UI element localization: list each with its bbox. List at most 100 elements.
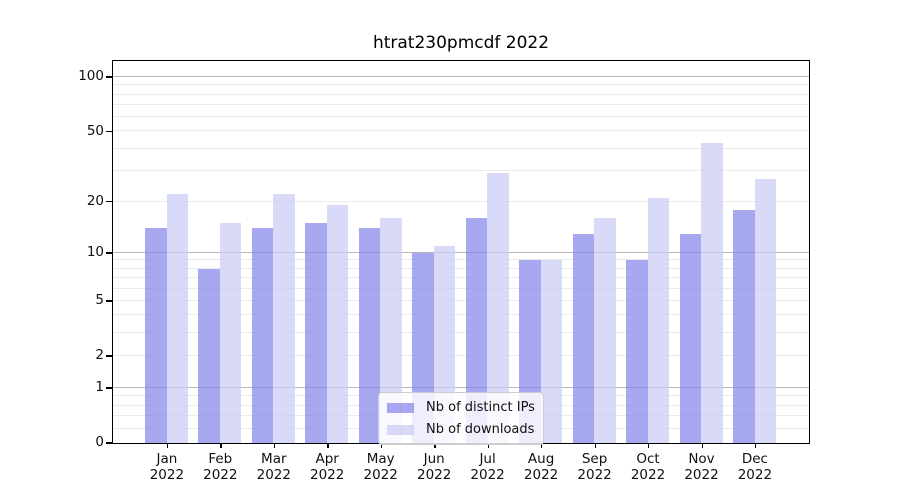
gridline-minor [113, 332, 809, 334]
bar-downloads-oct [647, 197, 670, 443]
y-tick-label: 100 [78, 68, 104, 85]
x-tick [541, 443, 543, 448]
chart-title: htrat230pmcdf 2022 [372, 33, 550, 53]
legend-label-distinct-ips: Nb of distinct IPs [426, 400, 535, 415]
gridline-minor [113, 130, 809, 132]
bar-downloads-jul [487, 173, 509, 443]
x-tick [380, 443, 383, 448]
bar-downloads-sep [594, 218, 616, 443]
gridline-major [113, 76, 809, 77]
x-tick-label: May 2022 [349, 451, 413, 483]
y-tick-label: 10 [86, 244, 104, 261]
bar-downloads-may [380, 218, 402, 443]
x-tick-year: 2022 [149, 467, 185, 483]
bar-downloads-dec [754, 178, 776, 443]
x-tick-year: 2022 [684, 467, 719, 483]
x-tick-month: Feb [208, 451, 233, 467]
x-tick-month: Oct [636, 451, 660, 467]
x-tick-label: Aug 2022 [509, 451, 573, 483]
y-tick-label: 20 [86, 193, 104, 209]
x-tick-year: 2022 [523, 467, 559, 483]
x-tick-label: Feb 2022 [188, 451, 252, 483]
bar-distinct-ips-may [358, 228, 381, 443]
bar-distinct-ips-mar [251, 228, 274, 443]
y-tick [106, 387, 112, 389]
x-tick-month: May [366, 451, 395, 467]
gridline-major [113, 251, 809, 253]
x-tick [220, 443, 222, 448]
x-tick-label: Mar 2022 [242, 451, 306, 483]
gridline-minor [113, 259, 809, 261]
x-tick-year: 2022 [310, 467, 345, 483]
y-tick-label: 5 [95, 292, 104, 309]
gridline-minor [113, 93, 809, 95]
x-tick-month: Apr [315, 451, 339, 467]
x-tick-year: 2022 [363, 467, 398, 483]
bar-distinct-ips-oct [626, 260, 648, 443]
legend-item-downloads: Nb of downloads [387, 421, 543, 438]
gridline-minor [113, 277, 809, 279]
gridline-minor [113, 314, 809, 316]
bar-distinct-ips-feb [198, 268, 220, 443]
bar-downloads-jan [166, 194, 188, 443]
bar-distinct-ips-apr [305, 223, 327, 443]
x-tick-month: Sep [581, 451, 608, 467]
gridline-minor [113, 169, 809, 171]
x-tick [273, 443, 276, 448]
y-tick [106, 442, 112, 444]
gridline-minor [113, 104, 809, 105]
x-tick [487, 443, 489, 448]
gridline-minor [113, 84, 809, 86]
x-tick-label: Nov 2022 [670, 451, 734, 483]
x-tick-month: Nov [688, 451, 715, 467]
legend-item-distinct-ips: Nb of distinct IPs [387, 399, 543, 416]
x-tick-label: Sep 2022 [563, 451, 627, 483]
x-tick-year: 2022 [737, 467, 773, 483]
legend-label-downloads: Nb of downloads [426, 422, 535, 437]
bar-downloads-nov [701, 142, 723, 443]
y-tick-label: 50 [86, 122, 104, 139]
gridline-major [113, 387, 809, 388]
gridline-minor [113, 299, 809, 301]
x-tick-year: 2022 [470, 467, 505, 483]
y-tick [106, 252, 112, 254]
y-tick-label: 0 [95, 434, 104, 451]
plot-area [112, 60, 810, 444]
legend-swatch-downloads [387, 424, 414, 435]
bar-downloads-aug [540, 260, 563, 443]
bar-distinct-ips-jul [465, 218, 488, 443]
x-tick [754, 443, 757, 448]
x-tick-label: Jun 2022 [402, 451, 466, 483]
bar-distinct-ips-nov [679, 233, 702, 443]
x-tick-year: 2022 [577, 467, 612, 483]
legend-swatch-distinct-ips [387, 402, 414, 413]
x-tick-month: Aug [527, 451, 555, 467]
y-tick [106, 76, 112, 78]
bar-downloads-mar [273, 194, 295, 443]
gridline-minor [113, 116, 809, 117]
x-tick [327, 443, 329, 448]
x-tick-month: Jul [479, 451, 496, 467]
gridline-minor [113, 354, 809, 356]
gridline-minor [113, 267, 809, 269]
y-tick [106, 300, 112, 302]
x-tick-label: Dec 2022 [723, 451, 787, 483]
y-tick [106, 201, 112, 203]
y-tick [106, 355, 112, 357]
y-tick-label: 2 [95, 347, 104, 364]
y-tick-label: 1 [95, 379, 104, 396]
x-tick [701, 443, 703, 448]
gridline-minor [113, 147, 809, 149]
gridline-minor [113, 287, 809, 289]
bar-downloads-feb [219, 223, 242, 443]
bar-downloads-apr [326, 205, 349, 443]
x-tick [166, 443, 169, 448]
x-tick-label: Oct 2022 [616, 451, 680, 483]
x-tick-label: Apr 2022 [295, 451, 359, 483]
x-tick [648, 443, 650, 448]
gridline-minor [113, 200, 809, 202]
bar-distinct-ips-sep [572, 233, 595, 443]
x-tick [434, 443, 436, 448]
x-tick-label: Jul 2022 [456, 451, 520, 483]
